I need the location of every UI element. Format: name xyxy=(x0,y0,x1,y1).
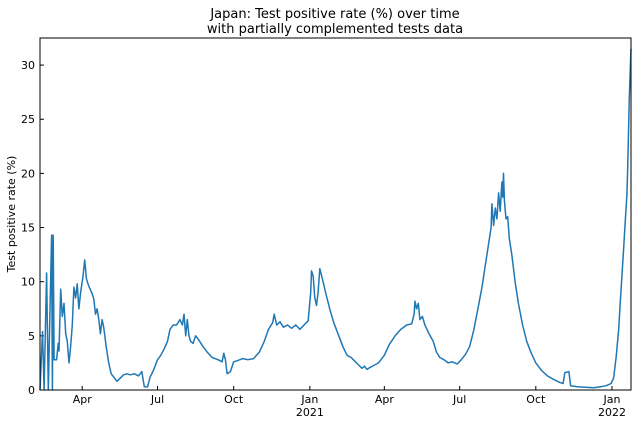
x-tick-label: Apr xyxy=(73,393,93,406)
y-tick-label: 0 xyxy=(28,384,35,397)
y-tick-label: 30 xyxy=(21,59,35,72)
y-axis-label: Test positive rate (%) xyxy=(5,156,18,274)
y-ticks: 0 5 10 15 20 25 30 xyxy=(21,59,44,397)
series-group xyxy=(39,48,632,391)
series-line-0 xyxy=(39,48,632,391)
y-tick-label: 10 xyxy=(21,276,35,289)
y-tick-label: 20 xyxy=(21,167,35,180)
x-tick-label: Jul xyxy=(452,393,466,406)
x-tick-year-label: 2021 xyxy=(296,406,324,419)
x-tick-year-label: 2022 xyxy=(598,406,626,419)
x-tick-label: Jul xyxy=(150,393,164,406)
x-tick-label: Jan xyxy=(300,393,318,406)
x-tick-label: Oct xyxy=(526,393,546,406)
plot-frame xyxy=(39,37,632,391)
x-tick-label: Apr xyxy=(375,393,395,406)
x-tick-label: Oct xyxy=(224,393,244,406)
y-tick-label: 5 xyxy=(28,330,35,343)
y-tick-label: 25 xyxy=(21,113,35,126)
chart-title-line-1: Japan: Test positive rate (%) over time xyxy=(209,7,459,22)
y-tick-label: 15 xyxy=(21,222,35,235)
chart-title-line-2: with partially complemented tests data xyxy=(207,22,463,37)
x-tick-label: Jan xyxy=(602,393,620,406)
